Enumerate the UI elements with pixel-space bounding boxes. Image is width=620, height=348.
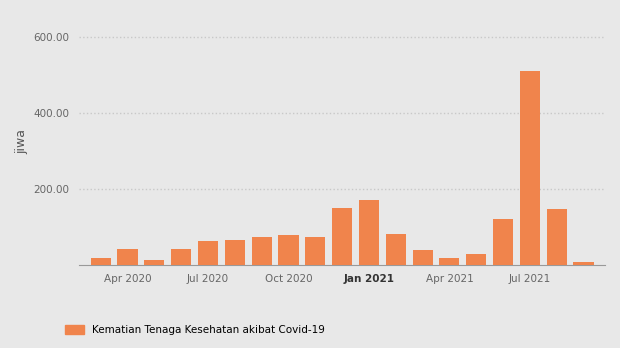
Bar: [466, 254, 486, 264]
Bar: [520, 71, 540, 264]
Bar: [144, 260, 164, 264]
Bar: [547, 208, 567, 264]
Bar: [440, 258, 459, 264]
Bar: [332, 208, 352, 264]
Y-axis label: jiwa: jiwa: [15, 129, 28, 154]
Bar: [225, 240, 245, 264]
Bar: [91, 258, 111, 264]
Bar: [493, 219, 513, 264]
Bar: [198, 241, 218, 264]
Bar: [278, 235, 299, 264]
Bar: [118, 249, 138, 264]
Bar: [171, 250, 191, 264]
Bar: [305, 237, 326, 264]
Bar: [252, 237, 272, 264]
Bar: [574, 262, 593, 264]
Bar: [359, 200, 379, 264]
Legend: Kematian Tenaga Kesehatan akibat Covid-19: Kematian Tenaga Kesehatan akibat Covid-1…: [61, 321, 329, 339]
Bar: [386, 234, 406, 264]
Bar: [412, 250, 433, 264]
